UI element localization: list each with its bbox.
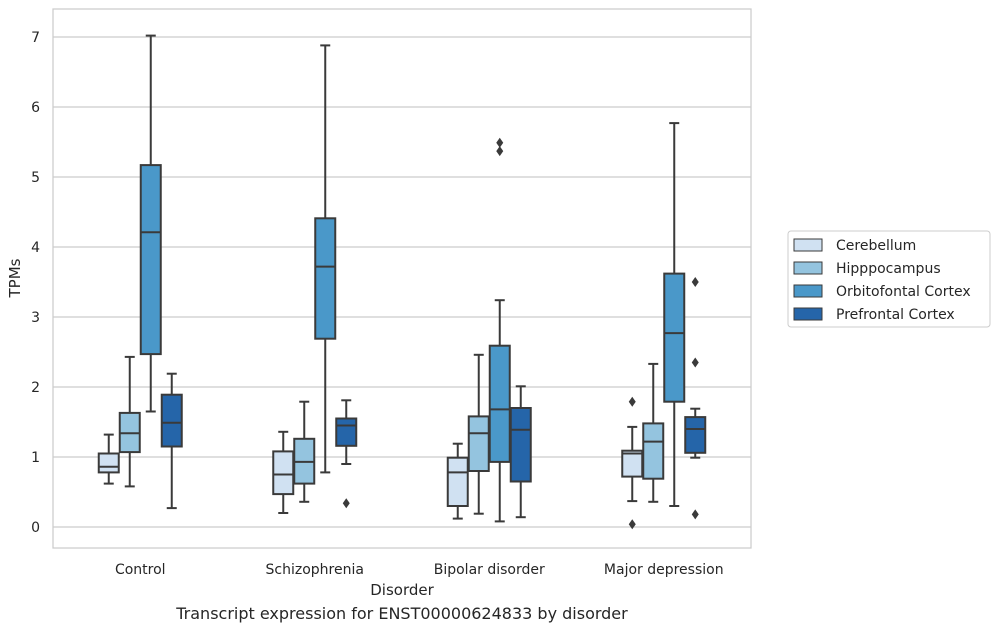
box-orbitofontal-cortex [139, 34, 162, 413]
outlier-point [496, 146, 504, 157]
box-prefrontal-cortex [335, 399, 358, 509]
box-orbitofontal-cortex [314, 44, 337, 474]
outlier-point [342, 498, 350, 509]
legend: Cerebellum Hipppocampus Orbitofontal Corte… [787, 230, 991, 328]
legend-swatch [793, 307, 823, 321]
y-axis-ticks: 0 1 2 3 4 5 6 7 [31, 30, 40, 536]
box-cerebellum [446, 442, 469, 520]
legend-swatch [793, 284, 823, 298]
box-hipppocampus [467, 353, 490, 515]
y-tick-label: 1 [31, 450, 40, 466]
legend-swatch [793, 238, 823, 252]
box-iqr [642, 422, 665, 480]
box-iqr [488, 344, 511, 463]
y-tick-label: 2 [31, 380, 40, 396]
outlier-point [691, 509, 699, 520]
box-orbitofontal-cortex [663, 122, 686, 507]
box-iqr [509, 407, 532, 483]
box-prefrontal-cortex [684, 277, 707, 520]
box-iqr [97, 452, 120, 474]
x-tick-label: Bipolar disorder [434, 562, 545, 578]
figure-caption: Transcript expression for ENST0000062483… [176, 604, 628, 623]
outlier-point [691, 277, 699, 287]
outlier-point [691, 357, 699, 368]
box-iqr [272, 450, 295, 496]
x-axis-label: Disorder [370, 581, 434, 599]
y-tick-label: 6 [31, 100, 40, 116]
box-iqr [446, 456, 469, 508]
y-tick-label: 5 [31, 170, 40, 186]
box-hipppocampus [293, 400, 316, 503]
box-iqr [663, 272, 686, 403]
box-cerebellum [621, 396, 644, 530]
box-cerebellum [272, 430, 295, 514]
y-axis-label: TPMs [6, 258, 24, 298]
legend-label: Prefrontal Cortex [836, 307, 955, 323]
box-iqr [335, 417, 358, 447]
box-iqr [314, 217, 337, 340]
y-tick-label: 7 [31, 30, 40, 46]
box-iqr [467, 415, 490, 472]
legend-label: Hipppocampus [836, 261, 941, 277]
outlier-point [628, 519, 636, 530]
box-iqr [621, 449, 644, 478]
box-orbitofontal-cortex [488, 137, 511, 523]
x-tick-label: Schizophrenia [266, 562, 364, 578]
legend-frame [787, 230, 991, 328]
box-hipppocampus [118, 355, 141, 488]
box-iqr [139, 164, 162, 356]
box-iqr [684, 416, 707, 454]
box-series [97, 34, 707, 530]
legend-label: Cerebellum [836, 238, 916, 254]
box-cerebellum [97, 433, 120, 485]
box-prefrontal-cortex [509, 385, 532, 519]
x-tick-label: Control [115, 562, 166, 578]
box-prefrontal-cortex [160, 372, 183, 510]
legend-label: Orbitofontal Cortex [836, 284, 971, 300]
outlier-point [628, 396, 636, 407]
y-tick-label: 3 [31, 310, 40, 326]
box-hipppocampus [642, 362, 665, 503]
grid-lines [53, 36, 751, 528]
plot-frame [52, 8, 752, 549]
outlier-point [496, 137, 504, 148]
y-tick-label: 4 [31, 240, 40, 256]
y-tick-label: 0 [31, 520, 40, 536]
legend-swatch [793, 261, 823, 275]
x-tick-label: Major depression [604, 562, 724, 578]
box-iqr [160, 393, 183, 448]
x-axis-ticks: Control Schizophrenia Bipolar disorder Majo… [115, 562, 724, 578]
